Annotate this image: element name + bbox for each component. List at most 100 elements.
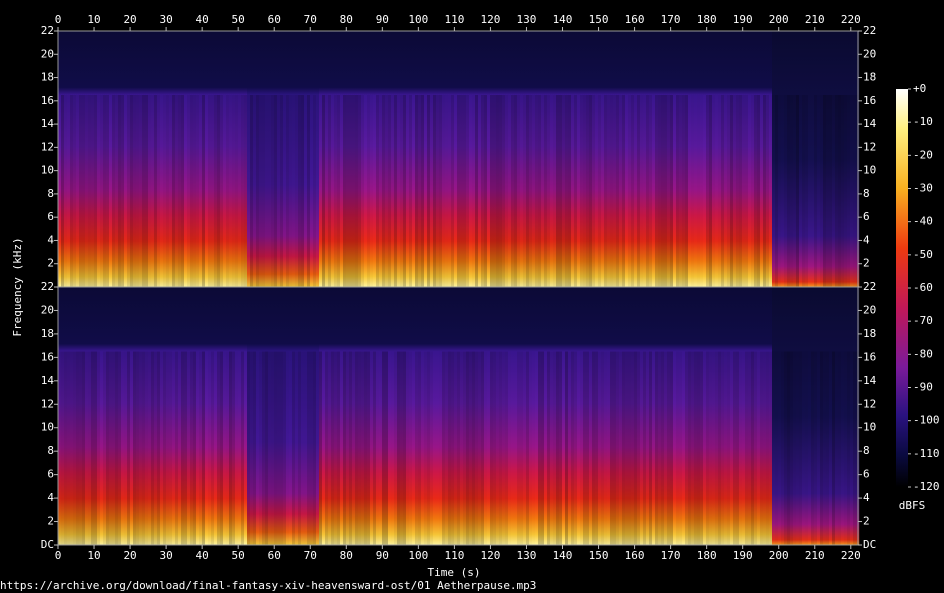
source-url: https://archive.org/download/final-fanta…	[0, 579, 536, 592]
spectrum-column	[712, 31, 716, 287]
spectrum-shade	[217, 351, 220, 545]
spectrum-column	[514, 287, 518, 545]
spectrum-shade	[202, 95, 205, 287]
spectrum-shade	[133, 351, 136, 545]
spectrum-column	[664, 287, 668, 545]
spectrum-shade	[658, 351, 661, 545]
spectrum-column	[625, 31, 629, 287]
spectrum-shade	[706, 95, 709, 287]
spectrum-column	[670, 31, 674, 287]
spectrum-shade	[829, 95, 832, 287]
spectrum-shade	[547, 95, 550, 287]
x-tick-label: 90	[376, 13, 389, 26]
spectrum-shade	[370, 95, 373, 287]
spectrum-column	[493, 31, 497, 287]
spectrum-column	[841, 31, 845, 287]
spectrum-column	[199, 31, 203, 287]
spectrum-shade	[301, 95, 304, 287]
spectrum-column	[763, 287, 767, 545]
spectrum-column	[286, 31, 290, 287]
spectrum-shade	[724, 351, 727, 545]
x-tick-label: 210	[805, 549, 825, 562]
spectrum-shade	[358, 95, 361, 287]
spectrum-shade	[619, 95, 622, 287]
spectrum-column	[796, 31, 800, 287]
spectrum-column	[652, 287, 656, 545]
spectrum-shade	[766, 95, 769, 287]
spectrum-shade	[778, 95, 781, 287]
y-tick-label: 2	[47, 515, 54, 528]
x-tick-label: 50	[232, 13, 245, 26]
spectrum-column	[235, 31, 239, 287]
colorbar-tick-label: -10	[913, 115, 933, 128]
spectrum-column	[397, 31, 401, 287]
spectrum-shade	[217, 95, 220, 287]
spectrum-column	[613, 31, 617, 287]
spectrum-shade	[199, 351, 202, 545]
spectrum-shade	[700, 351, 703, 545]
spectrum-shade	[823, 95, 826, 287]
spectrum-shade	[532, 95, 535, 287]
spectrum-shade	[835, 95, 838, 287]
spectrum-shade	[127, 95, 130, 287]
spectrum-shade	[475, 351, 478, 545]
spectrum-shade	[430, 351, 433, 545]
y-tick-label: 6	[47, 210, 54, 223]
spectrum-column	[445, 287, 449, 545]
spectrum-shade	[670, 351, 673, 545]
spectrum-column	[568, 31, 572, 287]
spectrum-column	[763, 31, 767, 287]
spectrum-shade	[73, 351, 76, 545]
spectrum-column	[202, 31, 206, 287]
spectrum-column	[340, 287, 344, 545]
spectrum-column	[154, 31, 158, 287]
spectrum-shade	[280, 351, 283, 545]
spectrum-shade	[589, 95, 592, 287]
spectrum-shade	[109, 95, 112, 287]
x-tick-label: 200	[769, 549, 789, 562]
spectrum-shade	[595, 351, 598, 545]
spectrum-shade	[337, 351, 340, 545]
spectrum-column	[793, 287, 797, 545]
spectrum-column	[304, 287, 308, 545]
spectrum-column	[370, 31, 374, 287]
spectrum-shade	[760, 351, 763, 545]
spectrum-shade	[235, 351, 238, 545]
spectrum-shade	[490, 351, 493, 545]
spectrum-column	[736, 31, 740, 287]
spectrum-column	[193, 287, 197, 545]
spectrum-shade	[787, 95, 790, 287]
spectrum-column	[196, 31, 200, 287]
spectrum-column	[391, 31, 395, 287]
spectrum-column	[577, 287, 581, 545]
spectrum-column	[82, 31, 86, 287]
spectrum-column	[58, 31, 62, 287]
spectrum-column	[460, 287, 464, 545]
spectrum-shade	[778, 352, 781, 546]
spectrum-column	[367, 31, 371, 287]
spectrum-column	[766, 287, 770, 545]
spectrum-column	[742, 287, 746, 545]
spectrum-shade	[712, 351, 715, 545]
spectrum-column	[745, 287, 749, 545]
spectrum-shade	[226, 351, 229, 545]
spectrum-column	[79, 287, 83, 545]
spectrum-column	[367, 287, 371, 545]
spectrum-column	[331, 287, 335, 545]
spectrum-column	[310, 287, 314, 545]
spectrum-shade	[580, 351, 583, 545]
spectrum-column	[430, 287, 434, 545]
spectrum-column	[643, 31, 647, 287]
spectrum-shade	[487, 352, 490, 546]
spectrum-shade	[607, 95, 610, 287]
spectrum-column	[538, 287, 542, 545]
spectrum-column	[739, 31, 743, 287]
spectrum-shade	[193, 351, 196, 545]
spectrum-column	[121, 31, 125, 287]
spectrum-column	[103, 31, 107, 287]
spectrum-shade	[607, 351, 610, 545]
spectrum-shade	[586, 95, 589, 287]
spectrum-shade	[736, 351, 739, 545]
spectrum-column	[637, 287, 641, 545]
spectrum-column	[712, 287, 716, 545]
